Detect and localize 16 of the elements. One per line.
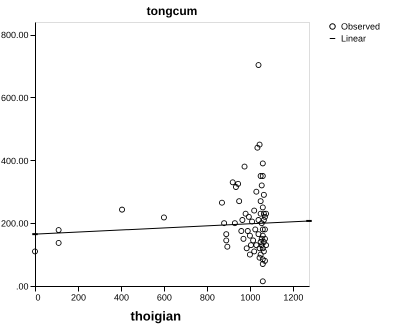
x-tick-label: 1200 — [283, 292, 304, 302]
x-tick-label: 1000 — [240, 292, 260, 302]
y-tick-label: 200.00 — [0, 218, 28, 229]
legend-label: Linear — [341, 34, 366, 44]
x-tick-label: 800 — [200, 292, 215, 302]
x-tick-label: 400 — [114, 292, 129, 302]
legend-label: Observed — [341, 22, 380, 32]
x-tick-label: 600 — [156, 292, 172, 302]
y-tick-label: .00 — [16, 282, 28, 292]
y-tick-label: 600.00 — [0, 92, 28, 103]
y-tick-label: 400.00 — [0, 156, 28, 166]
y-tick-label: 800.00 — [0, 30, 28, 40]
chart-title: tongcum — [146, 4, 198, 18]
x-tick-label: 0 — [36, 292, 41, 302]
x-tick-label: 200 — [70, 292, 86, 302]
x-axis-title: thoigian — [130, 308, 182, 324]
